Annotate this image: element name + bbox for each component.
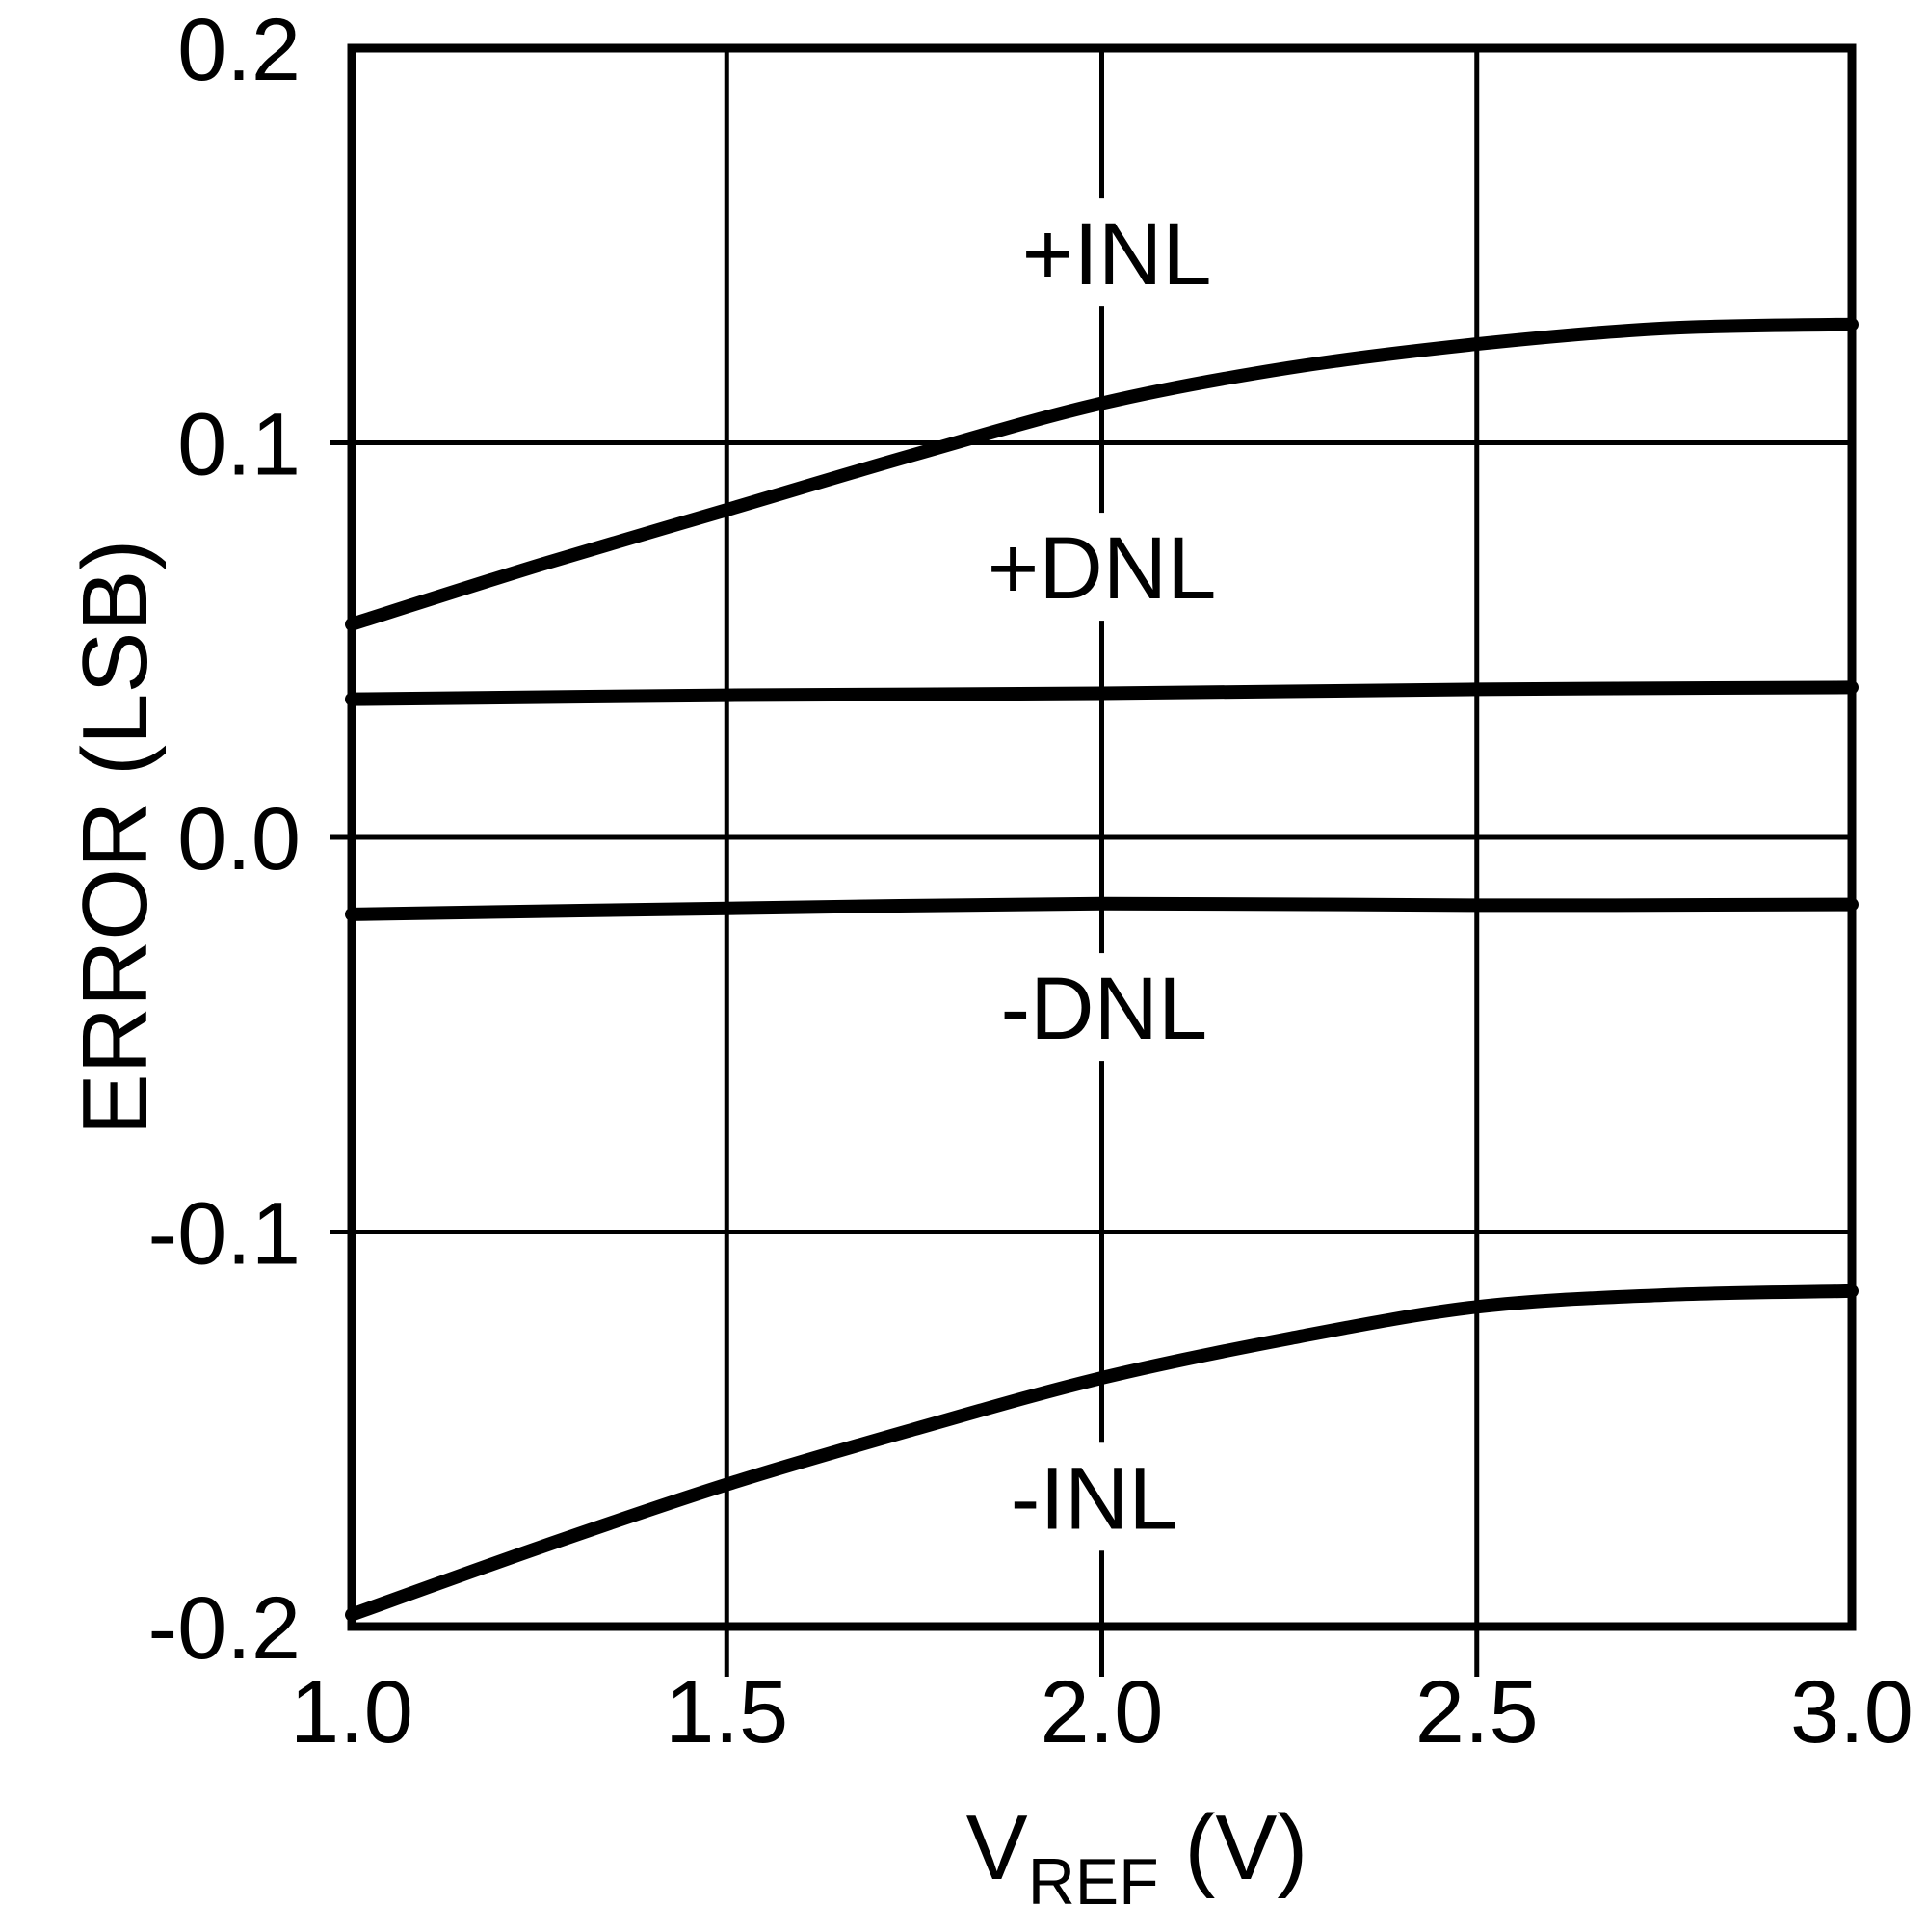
- curve-label-plus-inl: +INL: [1022, 205, 1212, 304]
- curve-plus-inl: [345, 317, 1859, 631]
- x-axis-title-subscript: REF: [1028, 1845, 1159, 1919]
- curve-label-bg-plus-dnl: [982, 513, 1222, 622]
- curve-minus-inl: [345, 1284, 1859, 1622]
- curve-minus-dnl: [345, 896, 1859, 921]
- axis-ticks: [330, 440, 1480, 1677]
- curve-label-bg-minus-dnl: [984, 953, 1224, 1062]
- curve-label-minus-inl: -INL: [1011, 1449, 1178, 1548]
- x-tick-label: 1.0: [290, 1663, 413, 1761]
- curve-label-backgrounds: [974, 198, 1237, 1551]
- x-axis-title-main: V: [966, 1796, 1028, 1899]
- y-tick-label: -0.2: [147, 1579, 301, 1678]
- x-tick-label: 3.0: [1790, 1663, 1914, 1761]
- x-tick-label: 1.5: [665, 1663, 788, 1761]
- x-axis-title-units: (V): [1159, 1796, 1308, 1899]
- y-axis-title: ERROR (LSB): [64, 540, 167, 1136]
- curve-label-bg-plus-inl: [997, 198, 1237, 307]
- plot-border: [347, 43, 1857, 1631]
- x-tick-label: 2.5: [1415, 1663, 1539, 1761]
- plot-frame: [347, 43, 1857, 1631]
- curve-label-bg-minus-inl: [974, 1442, 1214, 1551]
- x-tick-label: 2.0: [1041, 1663, 1164, 1761]
- y-tick-label: -0.1: [147, 1185, 301, 1284]
- curve-plus-dnl: [345, 680, 1859, 706]
- tick-labels: 1.0 1.5 2.0 2.5 3.0 0.2 0.1 0.0 -0.1 -0.2: [147, 1, 1913, 1761]
- y-tick-label: 0.1: [177, 396, 301, 494]
- axis-titles: ERROR (LSB) VREF (V): [64, 540, 1307, 1919]
- x-axis-title: VREF (V): [966, 1796, 1308, 1919]
- curves: [345, 317, 1859, 1622]
- y-tick-label: 0.0: [177, 790, 301, 888]
- curve-label-minus-dnl: -DNL: [1000, 960, 1207, 1058]
- y-tick-label: 0.2: [177, 1, 301, 99]
- gridlines: [352, 48, 1852, 1627]
- curve-label-plus-dnl: +DNL: [988, 519, 1217, 618]
- curve-labels: +INL +DNL -DNL -INL: [988, 205, 1217, 1548]
